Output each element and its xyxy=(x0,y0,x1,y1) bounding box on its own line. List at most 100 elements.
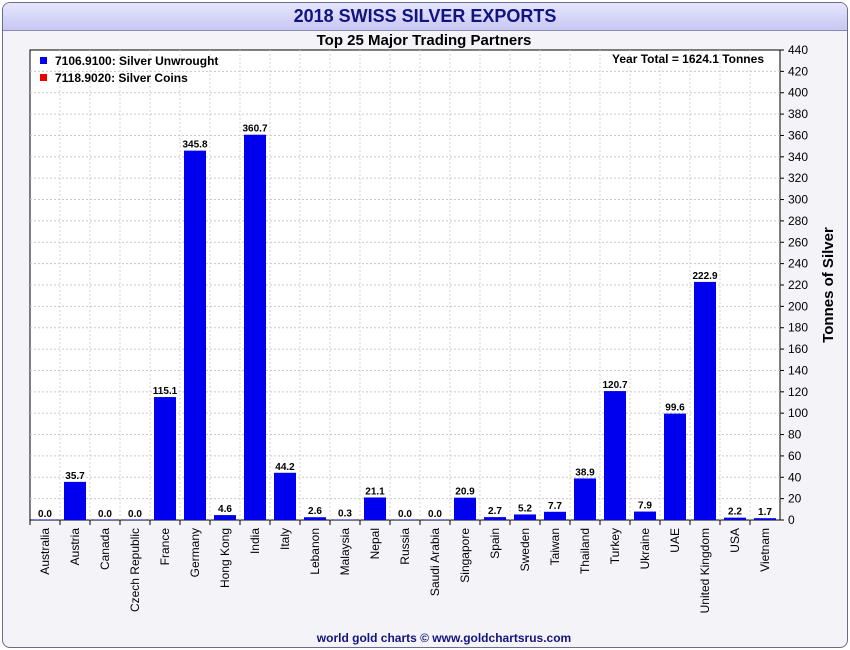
bar-germany xyxy=(184,150,206,520)
x-tick-label: Canada xyxy=(98,528,112,570)
bar-value-label: 2.7 xyxy=(488,506,502,517)
bar-spain xyxy=(484,517,506,520)
y-tick-label: 420 xyxy=(788,64,808,78)
x-tick-label: UAE xyxy=(668,528,682,553)
bar-value-label: 2.2 xyxy=(728,507,742,518)
y-tick-label: 200 xyxy=(788,299,808,313)
x-tick-label: France xyxy=(158,528,172,566)
x-tick-label: Saudi Arabia xyxy=(428,528,442,596)
x-tick-label: Australia xyxy=(38,528,52,575)
x-tick-label: United Kingdom xyxy=(698,528,712,613)
y-tick-label: 140 xyxy=(788,363,808,377)
bar-value-label: 99.6 xyxy=(665,403,685,414)
x-tick-label: Russia xyxy=(398,528,412,565)
y-tick-label: 120 xyxy=(788,385,808,399)
x-tick-label: Thailand xyxy=(578,528,592,574)
bar-turkey xyxy=(604,391,626,520)
bar-value-label: 0.0 xyxy=(98,509,112,520)
y-tick-label: 300 xyxy=(788,193,808,207)
value-labels-group: 0.0 35.7 0.0 0.0 115.1 345.8 4.6 360.7 44.2 2.6 0.… xyxy=(38,124,772,520)
y-tick-label: 280 xyxy=(788,214,808,228)
x-tick-label: Spain xyxy=(488,528,502,559)
y-tick-label: 160 xyxy=(788,342,808,356)
bar-australia xyxy=(34,519,56,520)
bar-hong-kong xyxy=(214,515,236,520)
x-tick-label: Turkey xyxy=(608,528,622,564)
y-tick-label: 320 xyxy=(788,171,808,185)
bar-value-label: 0.3 xyxy=(338,509,352,520)
bar-russia xyxy=(394,519,416,520)
chart-subtitle: Top 25 Major Trading Partners xyxy=(317,32,532,49)
y-tick-label: 40 xyxy=(788,470,802,484)
bar-value-label: 7.9 xyxy=(638,501,652,512)
x-tick-label: Taiwan xyxy=(548,528,562,565)
bar-canada xyxy=(94,519,116,520)
bar-value-label: 20.9 xyxy=(455,487,475,498)
legend: 7106.9100: Silver Unwrought 7118.9020: S… xyxy=(40,54,218,85)
bar-value-label: 0.0 xyxy=(128,509,142,520)
bar-vietnam xyxy=(754,518,776,520)
x-tick-label: India xyxy=(248,528,262,554)
x-tick-label: Germany xyxy=(188,528,202,577)
bar-value-label: 21.1 xyxy=(365,486,385,497)
title-bar: 2018 SWISS SILVER EXPORTS xyxy=(3,3,847,31)
bar-united-kingdom xyxy=(694,281,716,520)
x-tick-label: Ukraine xyxy=(638,528,652,570)
bar-value-label: 4.6 xyxy=(218,504,232,515)
x-tick-label: Italy xyxy=(278,528,292,550)
y-tick-label: 60 xyxy=(788,449,802,463)
bars-group xyxy=(34,134,776,520)
bar-value-label: 0.0 xyxy=(38,509,52,520)
legend-swatch-coins xyxy=(40,74,47,81)
y-tick-label: 220 xyxy=(788,278,808,292)
bar-value-label: 5.2 xyxy=(518,503,532,514)
bar-ukraine xyxy=(634,511,656,520)
y-tick-labels-group: 0 20 40 60 80 100 120 140 160 180 200 220 240 260 280 3… xyxy=(780,43,808,527)
bar-value-label: 1.7 xyxy=(758,507,772,518)
x-tick-label: Sweden xyxy=(518,528,532,571)
bar-value-label: 345.8 xyxy=(182,140,207,151)
bar-lebanon xyxy=(304,517,326,520)
x-tick-label: Austria xyxy=(68,528,82,566)
legend-swatch-unwrought xyxy=(40,57,47,64)
x-tick-label: Vietnam xyxy=(758,528,772,572)
bar-usa xyxy=(724,517,746,520)
y-tick-label: 440 xyxy=(788,43,808,57)
x-tick-label: Singapore xyxy=(458,528,472,583)
bar-france xyxy=(154,397,176,520)
y-tick-label: 0 xyxy=(788,513,795,527)
bar-malaysia xyxy=(334,519,356,520)
x-tick-label: Lebanon xyxy=(308,528,322,575)
bar-value-label: 2.6 xyxy=(308,506,322,517)
bar-italy xyxy=(274,472,296,520)
bar-value-label: 115.1 xyxy=(153,386,178,397)
bar-value-label: 38.9 xyxy=(575,467,595,478)
bar-value-label: 120.7 xyxy=(602,380,627,391)
bar-uae xyxy=(664,413,686,520)
legend-label-unwrought: 7106.9100: Silver Unwrought xyxy=(55,54,218,68)
bar-value-label: 0.0 xyxy=(428,509,442,520)
x-tick-labels-group: Australia Austria Canada Czech Republic Fran… xyxy=(29,520,772,613)
x-tick-label: USA xyxy=(728,528,742,553)
bar-thailand xyxy=(574,478,596,520)
y-tick-label: 80 xyxy=(788,428,802,442)
bar-value-label: 360.7 xyxy=(242,124,267,135)
legend-label-coins: 7118.9020: Silver Coins xyxy=(55,71,188,85)
y-tick-label: 380 xyxy=(788,107,808,121)
y-tick-label: 260 xyxy=(788,235,808,249)
y-tick-label: 20 xyxy=(788,492,802,506)
x-tick-label: Hong Kong xyxy=(218,528,232,588)
y-tick-label: 360 xyxy=(788,128,808,142)
bar-saudi-arabia xyxy=(424,519,446,520)
bar-taiwan xyxy=(544,511,566,520)
bar-singapore xyxy=(454,497,476,520)
y-axis-label: Tonnes of Silver xyxy=(820,227,837,343)
chart-title: 2018 SWISS SILVER EXPORTS xyxy=(293,6,557,26)
x-tick-label: Malaysia xyxy=(338,528,352,576)
bar-value-label: 44.2 xyxy=(275,462,295,473)
bar-value-label: 0.0 xyxy=(398,509,412,520)
bar-sweden xyxy=(514,514,536,520)
y-tick-label: 240 xyxy=(788,257,808,271)
x-tick-label: Nepal xyxy=(368,528,382,559)
footer-credit: world gold charts © www.goldchartsrus.co… xyxy=(316,631,571,645)
